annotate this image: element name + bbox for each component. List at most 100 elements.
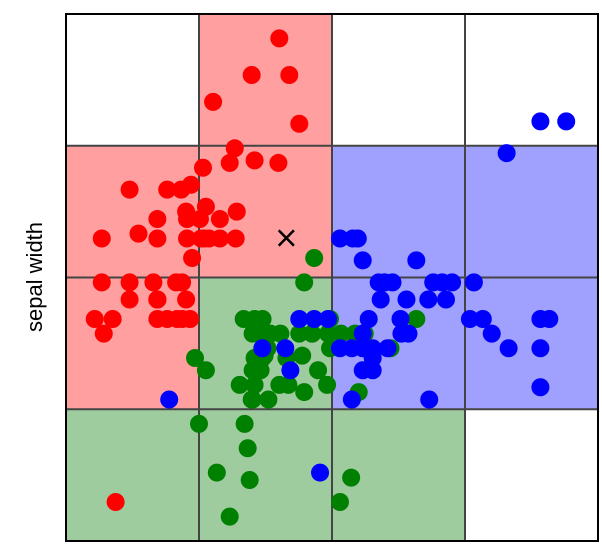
data-point	[330, 493, 349, 512]
data-point	[311, 463, 330, 482]
data-point	[499, 339, 518, 358]
data-point	[531, 112, 550, 131]
data-point	[407, 310, 426, 329]
data-point	[464, 273, 483, 292]
region-cell	[465, 14, 598, 146]
data-point	[419, 290, 438, 309]
data-point	[186, 348, 205, 367]
data-point	[230, 375, 249, 394]
region-cell	[332, 145, 465, 278]
data-point	[359, 310, 378, 329]
data-point	[148, 210, 167, 229]
data-point	[295, 383, 314, 402]
data-point	[238, 439, 257, 458]
data-point	[94, 324, 113, 343]
data-point	[342, 468, 361, 487]
data-point	[210, 210, 229, 229]
region-cell	[199, 14, 332, 146]
data-point	[303, 324, 322, 343]
data-point	[158, 180, 177, 199]
data-point	[270, 29, 289, 48]
data-point	[204, 92, 223, 111]
data-point	[192, 229, 211, 248]
data-point	[276, 339, 295, 358]
data-point	[531, 339, 550, 358]
data-point	[173, 310, 192, 329]
data-point	[497, 144, 516, 163]
data-point	[227, 202, 246, 221]
data-point	[280, 66, 299, 85]
data-point	[144, 273, 163, 292]
region-cell	[465, 409, 598, 541]
data-point	[178, 229, 197, 248]
data-point	[290, 324, 309, 343]
data-point	[85, 310, 104, 329]
query-point-marker: ×	[274, 221, 299, 256]
data-point	[106, 493, 125, 512]
data-point	[290, 310, 309, 329]
data-point	[443, 273, 462, 292]
data-point	[120, 290, 139, 309]
data-point	[160, 390, 179, 409]
data-point	[183, 249, 202, 268]
data-point	[482, 324, 501, 343]
region-cell	[465, 277, 598, 410]
data-point	[391, 310, 410, 329]
region-cell	[66, 409, 199, 541]
data-point	[196, 361, 215, 380]
data-point	[148, 229, 167, 248]
data-point	[182, 175, 201, 194]
data-point	[531, 378, 550, 397]
data-point	[293, 346, 312, 365]
data-point	[363, 361, 382, 380]
data-point	[207, 463, 226, 482]
data-point	[177, 290, 196, 309]
data-point	[305, 310, 324, 329]
chart-marker-group: ×	[274, 221, 299, 256]
data-point	[120, 180, 139, 199]
data-point	[279, 375, 298, 394]
data-point	[331, 324, 350, 343]
data-point	[245, 151, 264, 170]
data-point	[120, 273, 139, 292]
region-cell	[66, 145, 199, 278]
data-point	[557, 112, 576, 131]
data-point	[242, 66, 261, 85]
data-point	[220, 507, 239, 526]
data-point	[225, 139, 244, 158]
plot-frame	[65, 13, 599, 542]
data-point	[190, 414, 208, 433]
data-point	[407, 251, 426, 270]
data-point	[330, 229, 349, 248]
data-point	[269, 153, 288, 172]
data-point	[193, 158, 212, 177]
data-point	[309, 361, 328, 380]
data-point	[305, 249, 324, 268]
data-point	[371, 290, 390, 309]
data-point	[281, 361, 300, 380]
data-point	[460, 310, 479, 329]
data-point	[319, 324, 338, 343]
data-point	[167, 273, 186, 292]
region-cell	[332, 14, 465, 146]
y-axis-label: sepal width	[22, 222, 47, 332]
data-point	[190, 210, 209, 229]
chart-points	[85, 29, 576, 526]
data-point	[348, 229, 367, 248]
data-point	[251, 361, 270, 380]
data-point	[353, 251, 372, 270]
data-point	[253, 310, 272, 329]
data-point	[259, 390, 278, 409]
data-point	[271, 324, 290, 343]
chart-cells	[66, 14, 598, 541]
data-point	[92, 273, 111, 292]
data-point	[399, 324, 418, 343]
data-point	[103, 310, 122, 329]
data-point	[178, 210, 197, 229]
data-point	[353, 324, 372, 343]
region-cell	[66, 14, 199, 146]
data-point	[290, 114, 309, 133]
region-cell	[465, 145, 598, 278]
data-point	[378, 339, 397, 358]
